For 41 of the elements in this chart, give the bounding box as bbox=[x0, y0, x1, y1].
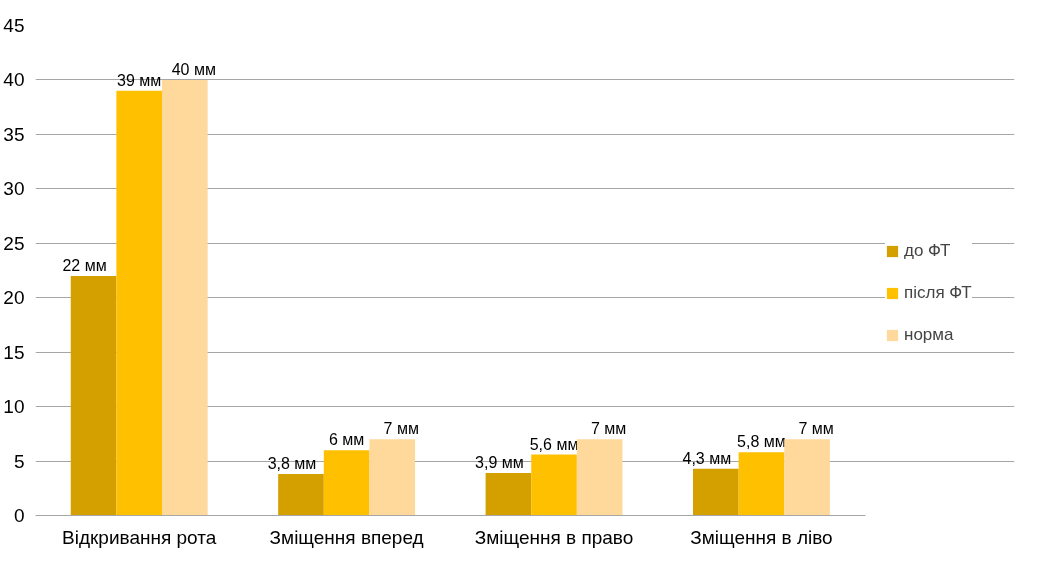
y-tick-label: 30 bbox=[3, 178, 25, 200]
bar bbox=[278, 474, 324, 516]
bar bbox=[369, 439, 416, 516]
bar bbox=[693, 468, 739, 516]
bar bbox=[485, 473, 532, 516]
y-tick-label: 35 bbox=[3, 123, 25, 145]
data-label: 4,3 мм bbox=[682, 449, 732, 467]
y-tick-label: 5 bbox=[13, 450, 25, 472]
bar bbox=[784, 439, 830, 516]
data-label: 6 мм bbox=[328, 431, 365, 449]
bar bbox=[70, 275, 117, 516]
y-tick-label: 20 bbox=[3, 287, 25, 309]
data-label: 3,9 мм bbox=[475, 454, 524, 472]
bar bbox=[576, 439, 623, 516]
legend-label: після ФТ bbox=[904, 283, 972, 303]
bar bbox=[116, 90, 163, 516]
data-label: 7 мм bbox=[591, 420, 627, 438]
y-tick-label: 10 bbox=[3, 396, 25, 418]
data-label: 7 мм bbox=[798, 420, 834, 438]
y-tick-label: 0 bbox=[13, 505, 25, 526]
data-label: 3,8 мм bbox=[267, 455, 317, 473]
y-tick-label: 45 bbox=[3, 15, 25, 36]
x-tick-label: Зміщення вперед bbox=[269, 526, 424, 548]
y-tick-label: 15 bbox=[3, 341, 25, 363]
x-tick-label: Зміщення в право bbox=[474, 526, 634, 548]
y-tick-label: 40 bbox=[3, 69, 25, 91]
legend-label: до ФТ bbox=[904, 241, 951, 261]
bar bbox=[738, 452, 785, 516]
x-tick-label: Відкривання рота bbox=[62, 526, 217, 548]
data-label: 39 мм bbox=[117, 71, 162, 89]
legend-label: норма bbox=[904, 325, 954, 345]
data-label: 5,6 мм bbox=[529, 435, 579, 453]
bar bbox=[162, 79, 208, 516]
bar bbox=[323, 450, 370, 516]
data-label: 40 мм bbox=[171, 60, 216, 78]
y-tick-label: 25 bbox=[3, 232, 25, 254]
data-label: 7 мм bbox=[383, 420, 419, 438]
x-tick-label: Зміщення в ліво bbox=[690, 526, 833, 548]
data-label: 22 мм bbox=[62, 256, 107, 274]
data-label: 5,8 мм bbox=[737, 433, 786, 451]
bar bbox=[531, 454, 577, 516]
